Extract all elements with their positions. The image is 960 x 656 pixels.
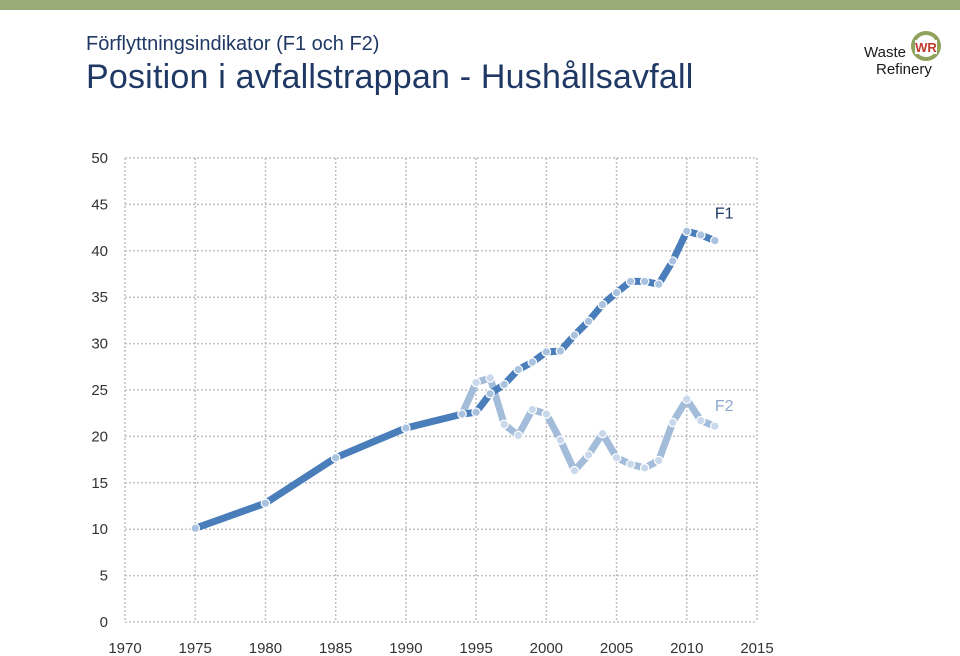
y-tick-label: 15: [91, 475, 108, 492]
data-point-f1: [190, 523, 201, 534]
x-tick-label: 1980: [249, 640, 282, 656]
data-point-f2: [667, 417, 678, 428]
data-point-f1: [625, 276, 636, 287]
series-line-f2: [191, 374, 719, 532]
data-point-f2: [485, 373, 495, 383]
data-point-f1: [681, 226, 692, 237]
logo-line2: Refinery: [876, 61, 932, 78]
data-point-f2: [611, 452, 622, 463]
y-tick-label: 50: [91, 150, 108, 167]
data-point-f1: [499, 379, 509, 390]
x-tick-label: 2000: [530, 640, 563, 656]
data-point-f2: [696, 415, 706, 426]
data-point-f2: [625, 459, 636, 470]
data-point-f1: [569, 330, 580, 341]
data-point-f1: [330, 452, 341, 463]
x-tick-label: 2005: [600, 640, 633, 656]
y-tick-label: 30: [91, 336, 108, 353]
data-point-f1: [653, 279, 664, 290]
data-point-f2: [513, 430, 524, 441]
data-point-f2: [639, 463, 650, 473]
data-point-f1: [527, 357, 538, 367]
logo-mark: WR: [915, 40, 937, 55]
data-point-f1: [471, 407, 481, 418]
y-tick-label: 0: [100, 614, 108, 631]
data-point-f1: [541, 347, 552, 357]
data-point-f2: [527, 404, 538, 415]
logo-line1: Waste: [864, 44, 906, 61]
y-tick-label: 40: [91, 243, 108, 260]
x-tick-label: 1975: [179, 640, 212, 656]
waste-refinery-logo: WR Waste Refinery: [864, 31, 941, 78]
data-point-f1: [555, 346, 566, 356]
series-label-f2: F2: [715, 398, 734, 415]
data-point-f1: [457, 409, 467, 419]
data-point-f1: [401, 423, 411, 433]
data-point-f2: [541, 409, 552, 419]
data-point-f1: [667, 256, 678, 266]
data-point-f1: [611, 287, 622, 298]
x-tick-label: 1970: [108, 640, 141, 656]
slide-subtitle: Förflyttningsindikator (F1 och F2): [86, 33, 380, 55]
data-point-f2: [569, 465, 580, 476]
data-point-f1: [710, 235, 720, 246]
x-tick-label: 1990: [389, 640, 422, 656]
x-tick-label: 1995: [459, 640, 492, 656]
data-point-f2: [583, 450, 594, 460]
y-tick-label: 5: [100, 568, 108, 585]
x-tick-label: 1985: [319, 640, 352, 656]
series-line-f1: [191, 227, 719, 532]
data-point-f2: [681, 394, 692, 405]
data-point-f2: [597, 428, 608, 439]
y-tick-label: 25: [91, 382, 108, 399]
data-point-f1: [485, 388, 495, 399]
data-point-f1: [696, 230, 706, 240]
y-tick-label: 45: [91, 196, 108, 213]
x-tick-label: 2010: [670, 640, 703, 656]
data-point-f1: [639, 276, 650, 287]
slide-title: Position i avfallstrappan - Hushållsavfa…: [86, 58, 694, 96]
x-tick-label: 2015: [740, 640, 773, 656]
data-point-f2: [653, 455, 664, 466]
top-accent-bar: [0, 0, 960, 10]
data-point-f1: [597, 299, 608, 310]
data-point-f1: [513, 364, 524, 375]
y-tick-label: 35: [91, 289, 108, 306]
data-point-f2: [555, 435, 566, 445]
data-point-f1: [583, 316, 594, 327]
data-point-f2: [710, 421, 720, 431]
data-point-f2: [499, 419, 509, 430]
data-point-f1: [260, 498, 271, 509]
y-tick-label: 20: [91, 428, 108, 445]
data-point-f2: [471, 377, 481, 388]
y-tick-label: 10: [91, 521, 108, 538]
series-label-f1: F1: [715, 206, 734, 223]
